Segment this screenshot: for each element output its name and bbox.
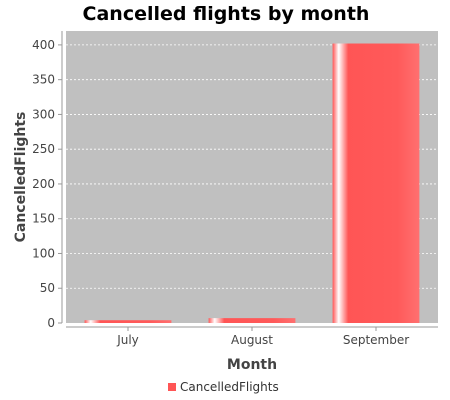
y-tick-label: 0: [47, 316, 55, 330]
bars: [84, 43, 420, 324]
bar-august: [208, 318, 296, 323]
y-tick-label: 400: [32, 38, 55, 52]
x-tick-label: September: [343, 333, 409, 347]
y-tick-label: 200: [32, 177, 55, 191]
x-ticks: July August September: [116, 327, 409, 347]
y-tick-label: 250: [32, 142, 55, 156]
y-tick-label: 150: [32, 212, 55, 226]
x-tick-label: July: [116, 333, 139, 347]
legend: CancelledFlights: [168, 380, 279, 394]
x-tick-label: August: [231, 333, 273, 347]
y-tick-label: 100: [32, 246, 55, 260]
y-tick-label: 350: [32, 73, 55, 87]
legend-label: CancelledFlights: [180, 380, 279, 394]
bar-july: [84, 320, 172, 323]
y-tick-label: 50: [40, 281, 55, 295]
chart-title: Cancelled flights by month: [83, 3, 370, 25]
y-tick-label: 300: [32, 107, 55, 121]
legend-swatch: [168, 383, 176, 391]
bar-september: [332, 43, 420, 324]
x-axis-title: Month: [227, 357, 277, 373]
y-ticks: 0 50 100 150 200 250 300 350 400: [32, 38, 62, 330]
y-axis-title: CancelledFlights: [13, 112, 29, 243]
